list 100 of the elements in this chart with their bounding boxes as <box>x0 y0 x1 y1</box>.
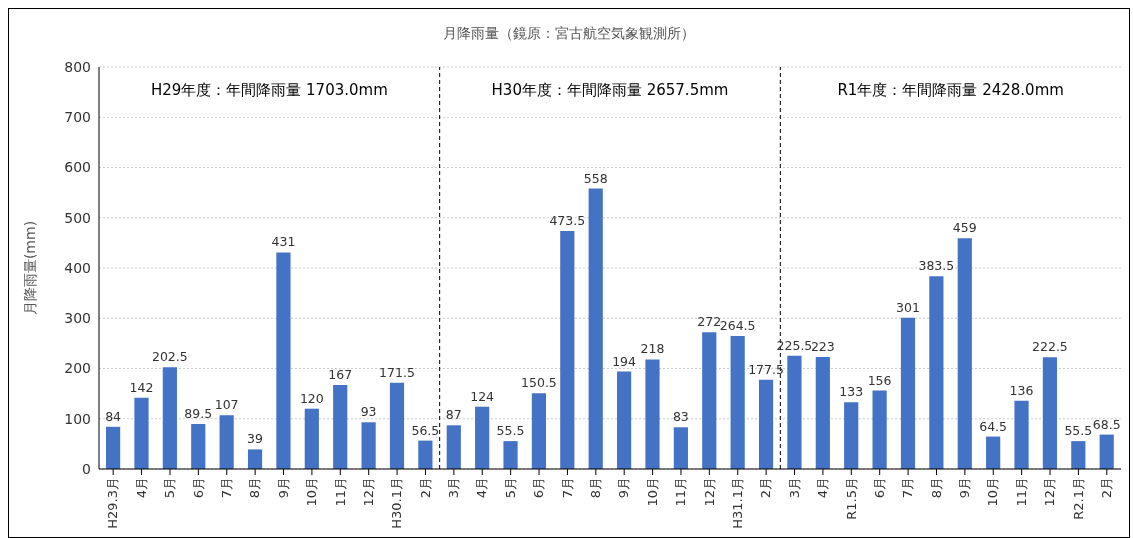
data-label: 167 <box>328 367 353 383</box>
x-tick-label: 2月 <box>758 477 774 499</box>
data-label: 194 <box>612 353 637 369</box>
bar <box>560 231 575 469</box>
x-tick-label: 6月 <box>190 477 206 499</box>
bar <box>758 379 774 469</box>
data-label: 56.5 <box>411 422 440 438</box>
data-label: 171.5 <box>379 364 415 380</box>
bar <box>389 382 405 469</box>
x-tick-label: 5月 <box>502 477 518 499</box>
data-label: 83 <box>672 409 689 425</box>
data-label: 558 <box>583 170 608 186</box>
x-tick-label: 11月 <box>332 477 348 507</box>
data-label: 89.5 <box>184 406 213 422</box>
x-tick-label: 3月 <box>446 477 462 499</box>
x-tick-label: 4月 <box>474 477 490 499</box>
x-tick-label: 11月 <box>1013 477 1029 507</box>
x-tick-label: 8月 <box>928 477 944 499</box>
x-tick-label: 12月 <box>360 477 376 507</box>
bar <box>276 252 291 469</box>
x-tick-label: H29.3月 <box>105 477 121 529</box>
bar <box>929 276 944 469</box>
bar <box>588 188 603 469</box>
data-label: 84 <box>105 408 122 424</box>
bar <box>815 356 830 469</box>
x-tick-label: 3月 <box>786 477 802 499</box>
y-tick-label: 200 <box>64 360 91 377</box>
data-label: 150.5 <box>521 375 557 391</box>
data-label: 120 <box>299 390 324 406</box>
y-tick-label: 500 <box>64 209 91 226</box>
data-label: 202.5 <box>151 349 188 365</box>
bar <box>475 406 490 469</box>
data-label: 218 <box>640 341 665 357</box>
bar <box>844 402 859 469</box>
x-tick-label: 4月 <box>133 477 149 499</box>
x-tick-label: 10月 <box>644 477 660 507</box>
data-label: 431 <box>271 234 296 250</box>
x-tick-label: H31.1月 <box>729 477 745 529</box>
data-label: 459 <box>952 220 977 236</box>
data-label: 55.5 <box>496 423 525 439</box>
data-label: 383.5 <box>918 258 955 274</box>
bar <box>247 449 263 469</box>
data-label: 142 <box>129 379 154 395</box>
bar <box>1042 357 1058 469</box>
x-tick-label: 10月 <box>985 477 1001 507</box>
x-tick-label: 7月 <box>900 477 916 499</box>
bar <box>900 317 916 469</box>
data-label: 156 <box>867 372 892 388</box>
y-tick-label: 700 <box>64 109 91 126</box>
data-label: 39 <box>247 431 264 447</box>
bar <box>872 390 887 469</box>
y-axis-title: 月降雨量(mm) <box>22 220 38 316</box>
data-label: 133 <box>839 384 864 400</box>
x-tick-label: R2.1月 <box>1070 477 1086 520</box>
x-tick-label: 5月 <box>162 477 178 499</box>
annotation: R1年度：年間降雨量 2428.0mm <box>836 81 1065 100</box>
bar <box>986 436 1001 469</box>
data-label: 225.5 <box>776 337 813 353</box>
bar <box>304 408 319 469</box>
x-tick-label: 7月 <box>559 477 575 499</box>
bar <box>106 426 121 469</box>
x-tick-label: 12月 <box>1042 477 1058 507</box>
x-tick-label: H30.1月 <box>389 477 405 529</box>
x-tick-label: 8月 <box>247 477 263 499</box>
bar <box>787 355 802 469</box>
x-tick-label: 11月 <box>673 477 689 507</box>
chart-title: 月降雨量（鏡原：宮古航空気象観測所） <box>442 25 696 43</box>
annotation: H30年度：年間降雨量 2657.5mm <box>490 81 730 100</box>
y-tick-label: 0 <box>82 460 91 477</box>
bar <box>418 440 433 469</box>
x-tick-label: 6月 <box>531 477 547 499</box>
data-label: 223 <box>810 338 835 354</box>
x-tick-label: 10月 <box>304 477 320 507</box>
bar <box>446 425 461 469</box>
annotation: H29年度：年間降雨量 1703.0mm <box>149 81 389 100</box>
bar <box>361 422 376 469</box>
data-label: 222.5 <box>1032 339 1068 355</box>
x-tick-label: 2月 <box>417 477 433 499</box>
y-tick-label: 600 <box>64 159 91 176</box>
data-label: 136 <box>1009 382 1034 398</box>
y-tick-label: 300 <box>64 310 91 327</box>
x-tick-label: 9月 <box>616 477 632 499</box>
bar <box>1099 434 1114 469</box>
bar <box>702 332 717 469</box>
bar <box>673 427 688 469</box>
data-label: 177.5 <box>748 361 784 377</box>
x-tick-label: 9月 <box>275 477 291 499</box>
bar <box>333 385 348 469</box>
bar <box>730 336 745 469</box>
data-label: 68.5 <box>1092 416 1121 432</box>
x-tick-label: 6月 <box>871 477 887 499</box>
x-tick-label: 12月 <box>701 477 717 507</box>
x-tick-label: 9月 <box>957 477 973 499</box>
bar <box>191 424 206 469</box>
x-tick-label: 4月 <box>815 477 831 499</box>
bar <box>1071 441 1086 469</box>
bar <box>617 371 632 469</box>
x-tick-label: R1.5月 <box>843 477 859 520</box>
y-tick-label: 100 <box>64 410 91 427</box>
data-label: 93 <box>360 404 377 420</box>
